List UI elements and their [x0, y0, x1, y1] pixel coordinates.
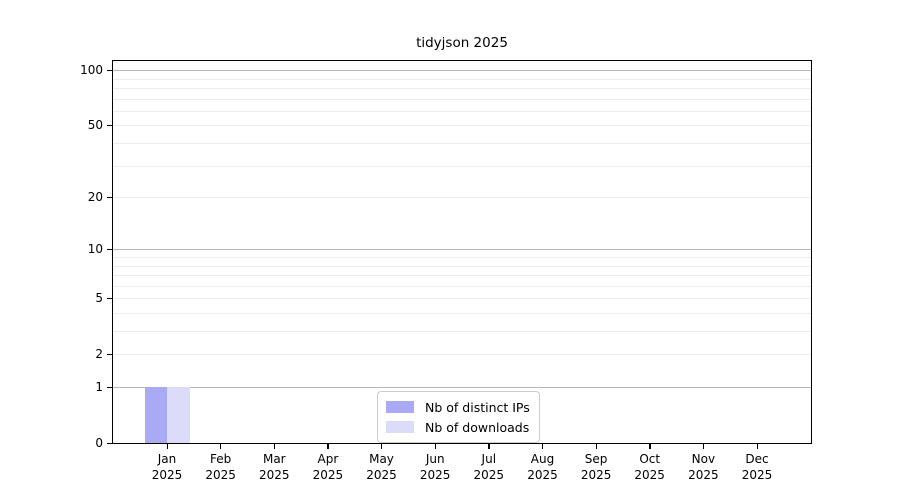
x-tick [702, 444, 705, 449]
x-tick-label-oct: Oct 2025 [634, 452, 665, 482]
x-tick-label-may: May 2025 [366, 452, 397, 482]
x-tick-label-jan: Jan 2025 [151, 452, 183, 482]
minor-gridline [113, 125, 811, 127]
legend-label-distinct-ips: Nb of distinct IPs [425, 399, 530, 415]
minor-gridline [113, 265, 811, 267]
y-tick [107, 196, 112, 198]
legend-swatch-downloads [386, 421, 414, 433]
x-tick [649, 444, 651, 449]
y-tick [107, 353, 112, 356]
minor-gridline [113, 78, 811, 80]
y-tick-label: 2 [95, 347, 103, 362]
y-tick-label: 20 [87, 190, 103, 204]
legend-swatch-distinct-ips [386, 401, 414, 413]
minor-gridline [113, 165, 811, 167]
bar-jan-series0 [144, 387, 167, 443]
y-tick [107, 442, 112, 444]
minor-gridline [113, 285, 811, 287]
x-tick-label-feb: Feb 2025 [205, 452, 236, 482]
plot-area: Nb of distinct IPs Nb of downloads [112, 60, 812, 444]
x-tick-label-mar: Mar 2025 [259, 452, 290, 482]
bar-jan-series1 [167, 387, 190, 443]
minor-gridline [113, 87, 811, 89]
x-tick-label-jul: Jul 2025 [473, 452, 505, 482]
minor-gridline [113, 197, 811, 198]
minor-gridline [113, 256, 811, 258]
y-tick-label: 10 [87, 242, 103, 257]
y-tick-label: 50 [87, 118, 103, 133]
legend-item-distinct-ips: Nb of distinct IPs [386, 397, 530, 417]
major-gridline [113, 387, 811, 388]
minor-gridline [113, 98, 811, 100]
x-tick [756, 444, 758, 449]
x-tick [595, 444, 597, 449]
y-tick [107, 297, 112, 300]
y-tick-label: 0 [95, 436, 103, 450]
major-gridline [113, 70, 811, 72]
x-tick [273, 444, 276, 449]
x-tick-label-jun: Jun 2025 [419, 452, 451, 482]
x-tick [327, 444, 329, 449]
minor-gridline [113, 312, 811, 314]
x-tick [542, 444, 544, 449]
minor-gridline [113, 331, 811, 332]
y-tick [107, 69, 112, 71]
minor-gridline [113, 110, 811, 112]
major-gridline [113, 249, 811, 251]
x-tick-label-nov: Nov 2025 [688, 452, 719, 482]
minor-gridline [113, 298, 811, 300]
minor-gridline [113, 354, 811, 356]
y-tick-label: 100 [80, 63, 103, 78]
y-tick [107, 386, 112, 388]
legend-label-downloads: Nb of downloads [425, 419, 530, 435]
x-tick-label-apr: Apr 2025 [312, 452, 344, 482]
x-tick-label-dec: Dec 2025 [741, 452, 773, 482]
legend: Nb of distinct IPs Nb of downloads [377, 391, 540, 443]
minor-gridline [113, 142, 811, 144]
x-tick [220, 444, 222, 449]
chart-title: tidyjson 2025 [416, 35, 508, 51]
x-tick-label-aug: Aug 2025 [527, 452, 558, 482]
x-tick [434, 444, 437, 449]
minor-gridline [113, 275, 811, 276]
legend-item-downloads: Nb of downloads [386, 417, 530, 437]
x-tick [381, 444, 383, 449]
y-tick [107, 124, 112, 127]
x-tick [488, 444, 490, 449]
x-tick-label-sep: Sep 2025 [580, 452, 612, 482]
y-tick [107, 248, 112, 251]
y-tick-label: 1 [95, 380, 103, 394]
x-tick [166, 444, 168, 449]
y-tick-label: 5 [95, 291, 103, 306]
